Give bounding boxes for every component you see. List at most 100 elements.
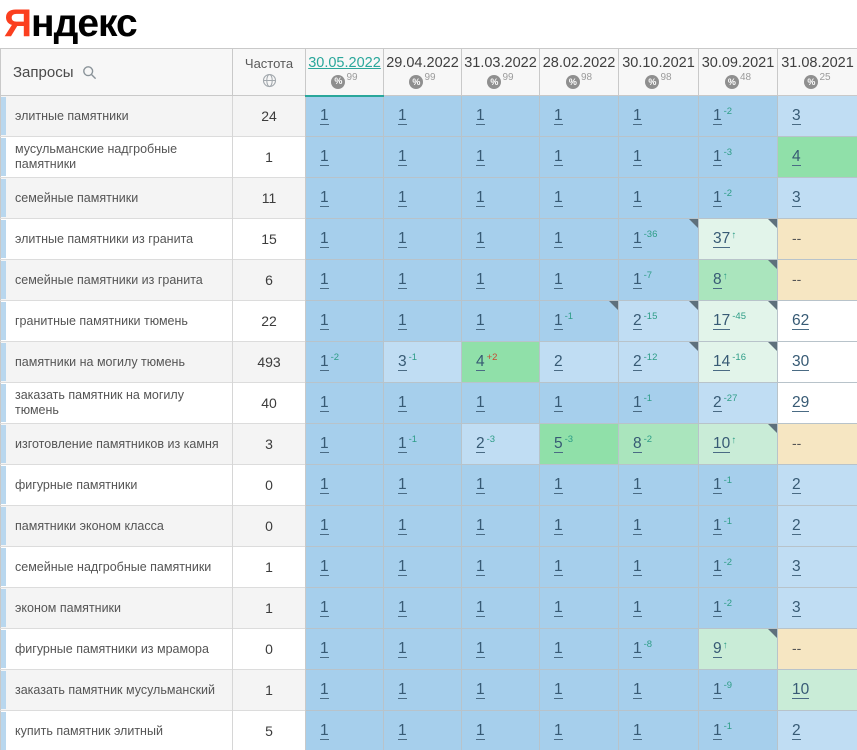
position-link[interactable]: 2	[633, 353, 642, 371]
position-link[interactable]: 1	[476, 230, 485, 248]
position-link[interactable]: 1	[713, 107, 722, 125]
position-link[interactable]: 1	[633, 189, 642, 207]
position-link[interactable]: 1	[554, 722, 563, 740]
query-cell[interactable]: семейные памятники из гранита	[0, 259, 233, 301]
search-icon[interactable]	[82, 65, 97, 80]
position-link[interactable]: 1	[398, 435, 407, 453]
position-link[interactable]: 1	[554, 476, 563, 494]
position-link[interactable]: 1	[633, 640, 642, 658]
position-cell[interactable]: 1	[618, 505, 699, 547]
position-link[interactable]: 3	[792, 189, 801, 207]
position-link[interactable]: 8	[633, 435, 642, 453]
position-cell[interactable]: 1	[461, 95, 540, 137]
position-link[interactable]: 62	[792, 312, 810, 330]
position-cell[interactable]: 1	[461, 259, 540, 301]
position-link[interactable]: 14	[713, 353, 731, 371]
position-cell[interactable]: 1	[539, 587, 619, 629]
position-cell[interactable]: 3	[777, 546, 857, 588]
position-cell[interactable]: 1	[461, 628, 540, 670]
date-column-header-30.05.2022[interactable]: 30.05.2022% 99	[305, 48, 384, 97]
position-link[interactable]: 1	[320, 312, 329, 330]
position-cell[interactable]: 1 -1	[698, 710, 778, 750]
position-link[interactable]: 1	[633, 230, 642, 248]
position-link[interactable]: 1	[554, 107, 563, 125]
position-cell[interactable]: 1	[539, 669, 619, 711]
position-cell[interactable]: 1	[539, 464, 619, 506]
position-link[interactable]: 1	[398, 558, 407, 576]
position-cell[interactable]: 1	[461, 505, 540, 547]
position-link[interactable]: 1	[476, 107, 485, 125]
position-cell[interactable]: 2 -3	[461, 423, 540, 465]
position-cell[interactable]: 3	[777, 95, 857, 137]
position-link[interactable]: 10	[792, 681, 810, 699]
position-link[interactable]: 1	[554, 148, 563, 166]
query-cell[interactable]: мусульманские надгробные памятники	[0, 136, 233, 178]
position-link[interactable]: 1	[554, 394, 563, 412]
position-link[interactable]: 5	[554, 435, 563, 453]
position-cell[interactable]: 1 -2	[698, 177, 778, 219]
position-link[interactable]: 1	[713, 599, 722, 617]
position-link[interactable]: 1	[320, 230, 329, 248]
yandex-logo[interactable]: Яндекс	[0, 0, 857, 48]
position-cell[interactable]: 29	[777, 382, 857, 424]
position-cell[interactable]: 1	[305, 177, 384, 219]
position-link[interactable]: 1	[633, 722, 642, 740]
query-cell[interactable]: семейные надгробные памятники	[0, 546, 233, 588]
position-link[interactable]: 1	[554, 312, 563, 330]
position-link[interactable]: 1	[633, 517, 642, 535]
position-link[interactable]: 1	[398, 189, 407, 207]
date-label[interactable]: 29.04.2022	[386, 55, 459, 71]
query-cell[interactable]: изготовление памятников из камня	[0, 423, 233, 465]
position-link[interactable]: 1	[320, 394, 329, 412]
position-link[interactable]: 3	[792, 558, 801, 576]
position-cell[interactable]: 1	[305, 628, 384, 670]
query-cell[interactable]: фигурные памятники	[0, 464, 233, 506]
position-link[interactable]: 1	[398, 517, 407, 535]
date-column-header-29.04.2022[interactable]: 29.04.2022% 99	[383, 48, 462, 96]
query-cell[interactable]: заказать памятник на могилу тюмень	[0, 382, 233, 424]
position-link[interactable]: 3	[792, 599, 801, 617]
position-cell[interactable]: 37↑	[698, 218, 778, 260]
position-link[interactable]: 1	[398, 476, 407, 494]
position-cell[interactable]: 8 -2	[618, 423, 699, 465]
position-cell[interactable]: 2 -27	[698, 382, 778, 424]
query-cell[interactable]: семейные памятники	[0, 177, 233, 219]
position-cell[interactable]: 1	[383, 300, 462, 342]
position-link[interactable]: 1	[398, 271, 407, 289]
position-cell[interactable]: 1	[461, 546, 540, 588]
date-label[interactable]: 30.05.2022	[308, 54, 381, 71]
position-cell[interactable]: 1	[461, 382, 540, 424]
position-link[interactable]: 2	[792, 476, 801, 494]
position-cell[interactable]: 30	[777, 341, 857, 383]
position-cell[interactable]: 1	[461, 464, 540, 506]
position-link[interactable]: 1	[554, 230, 563, 248]
position-link[interactable]: 1	[554, 189, 563, 207]
query-cell[interactable]: памятники на могилу тюмень	[0, 341, 233, 383]
position-link[interactable]: 1	[476, 681, 485, 699]
position-link[interactable]: 1	[398, 230, 407, 248]
position-link[interactable]: 1	[398, 681, 407, 699]
position-cell[interactable]: 3 -1	[383, 341, 462, 383]
position-cell[interactable]: 1	[383, 218, 462, 260]
query-cell[interactable]: заказать памятник мусульманский	[0, 669, 233, 711]
position-link[interactable]: 1	[633, 148, 642, 166]
position-cell[interactable]: 1	[305, 300, 384, 342]
position-link[interactable]: 2	[792, 722, 801, 740]
position-cell[interactable]: 1	[383, 136, 462, 178]
position-cell[interactable]: 1 -2	[698, 95, 778, 137]
position-cell[interactable]: 1	[461, 177, 540, 219]
position-cell[interactable]: 4 +2	[461, 341, 540, 383]
position-link[interactable]: 1	[320, 640, 329, 658]
position-link[interactable]: 1	[320, 558, 329, 576]
position-link[interactable]: 1	[398, 722, 407, 740]
position-link[interactable]: 1	[320, 353, 329, 371]
position-link[interactable]: 1	[554, 558, 563, 576]
position-link[interactable]: 1	[320, 189, 329, 207]
date-column-header-31.08.2021[interactable]: 31.08.2021% 25	[777, 48, 857, 96]
position-cell[interactable]: 1	[383, 587, 462, 629]
position-cell[interactable]: 1 -2	[698, 546, 778, 588]
position-cell[interactable]: 1 -1	[618, 382, 699, 424]
position-link[interactable]: 1	[320, 722, 329, 740]
position-cell[interactable]: 1	[618, 95, 699, 137]
position-cell[interactable]: 1	[383, 382, 462, 424]
